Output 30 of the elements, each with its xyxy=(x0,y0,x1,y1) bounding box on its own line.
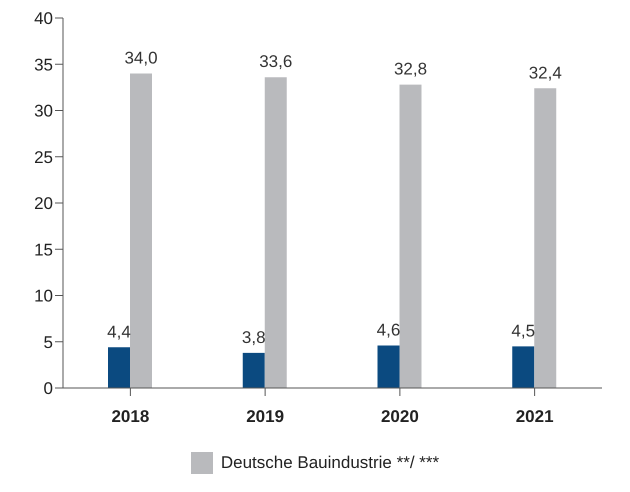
data-label: 4,4 xyxy=(107,322,131,342)
x-tick-label: 2019 xyxy=(246,407,284,426)
y-tick-label: 0 xyxy=(44,379,53,398)
y-tick-label: 5 xyxy=(44,332,53,352)
data-label: 33,6 xyxy=(259,52,292,72)
x-tick-label: 2020 xyxy=(380,407,419,426)
data-label: 4,5 xyxy=(511,321,536,340)
data-label: 34,0 xyxy=(124,48,158,68)
x-tick-label: 2021 xyxy=(516,407,554,426)
y-tick-label: 15 xyxy=(34,240,53,260)
legend-label: Deutsche Bauindustrie **/ *** xyxy=(220,452,440,474)
y-tick-label: 25 xyxy=(34,148,53,167)
x-tick-label: 2018 xyxy=(111,407,150,426)
data-label: 32,8 xyxy=(394,60,428,79)
bar xyxy=(378,345,400,388)
y-tick-label: 30 xyxy=(34,102,53,121)
y-tick-label: 20 xyxy=(34,194,53,214)
bar xyxy=(400,84,422,388)
y-tick-label: 40 xyxy=(34,9,53,28)
bar xyxy=(512,346,534,388)
y-tick-label: 10 xyxy=(34,286,53,306)
bar xyxy=(264,77,287,388)
bar xyxy=(108,347,130,388)
bar xyxy=(130,74,152,388)
data-label: 32,4 xyxy=(528,63,562,82)
data-label: 4,6 xyxy=(376,320,400,340)
bar xyxy=(534,88,556,388)
data-label: 3,8 xyxy=(242,328,266,347)
bar xyxy=(242,352,265,388)
y-tick-label: 35 xyxy=(34,55,53,74)
